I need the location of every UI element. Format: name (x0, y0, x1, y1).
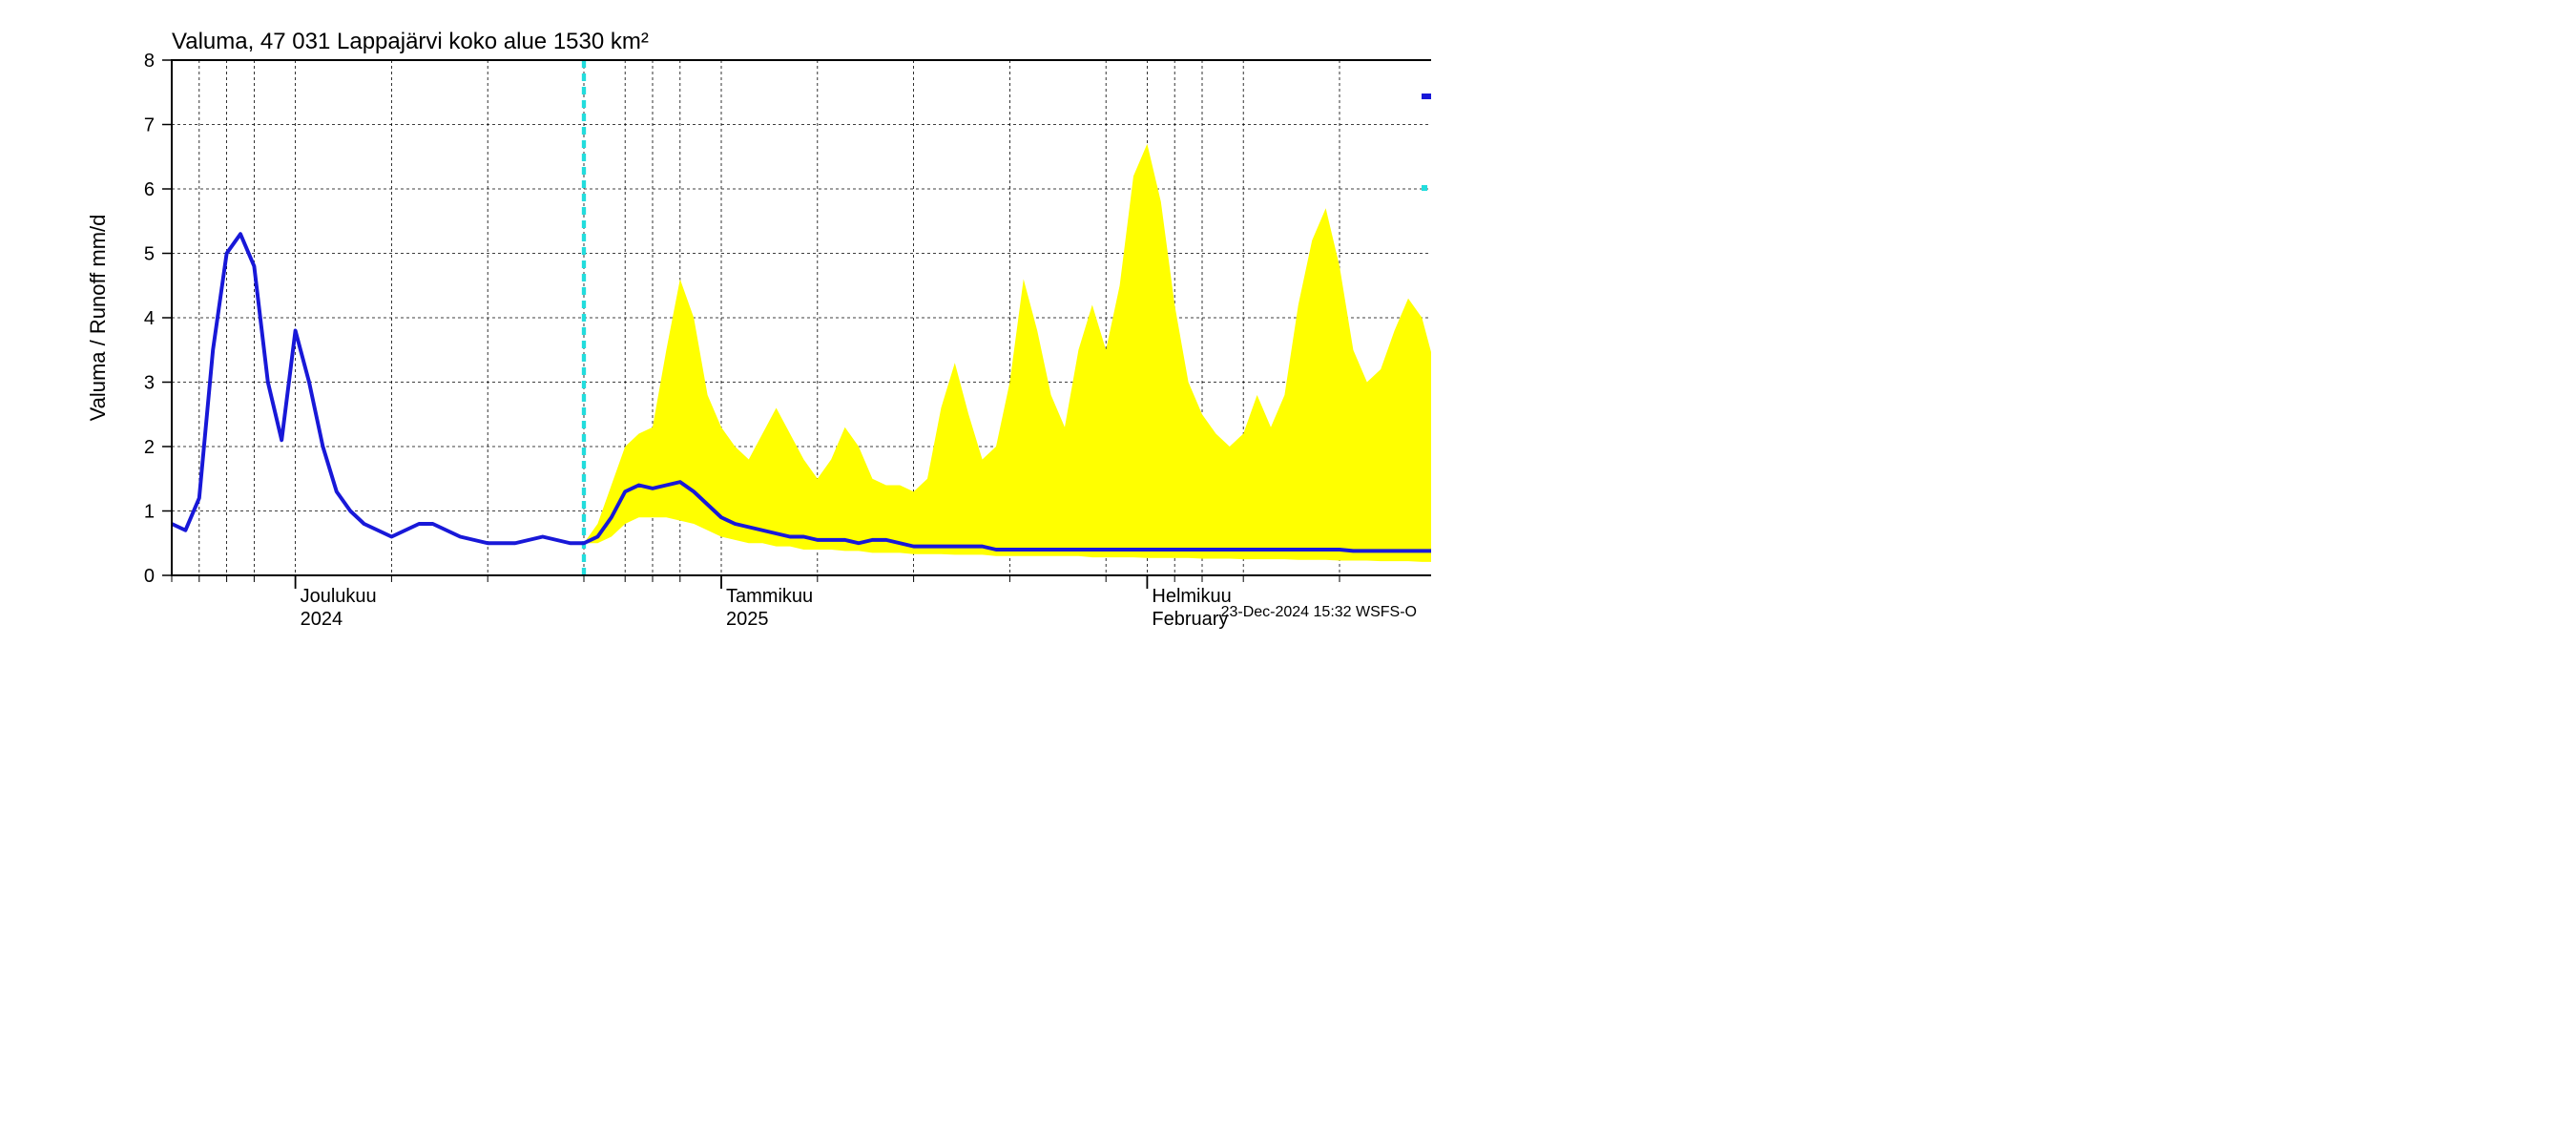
svg-text:Joulukuu: Joulukuu (301, 586, 377, 607)
svg-text:3: 3 (144, 373, 155, 394)
svg-text:2: 2 (144, 437, 155, 458)
chart-container: 0 1 2 3 4 5 6 7 8 Joulukuu2024 Tammikuu2025 Helmiku… (0, 0, 1431, 635)
timestamp: 23-Dec-2024 15:32 WSFS-O (1221, 604, 1417, 620)
svg-text:2025: 2025 (726, 609, 769, 630)
svg-text:5: 5 (144, 244, 155, 265)
svg-text:8: 8 (144, 51, 155, 72)
svg-text:Helmikuu: Helmikuu (1152, 586, 1231, 607)
svg-text:4: 4 (144, 308, 155, 329)
svg-text:Tammikuu: Tammikuu (726, 586, 813, 607)
svg-text:7: 7 (144, 115, 155, 136)
svg-text:1: 1 (144, 502, 155, 523)
svg-text:2024: 2024 (301, 609, 343, 630)
svg-text:0: 0 (144, 566, 155, 587)
runoff-chart: 0 1 2 3 4 5 6 7 8 Joulukuu2024 Tammikuu2025 Helmiku… (0, 0, 1431, 635)
svg-text:February: February (1152, 609, 1228, 630)
svg-text:6: 6 (144, 179, 155, 200)
chart-title: Valuma, 47 031 Lappajärvi koko alue 1530… (172, 29, 649, 54)
y-axis-label: Valuma / Runoff mm/d (86, 215, 110, 422)
